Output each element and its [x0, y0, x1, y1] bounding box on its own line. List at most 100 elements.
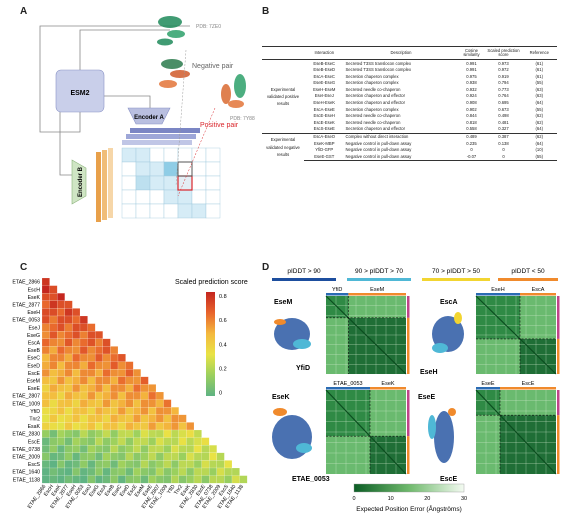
col-interaction: Interaction — [304, 45, 345, 61]
heatmap-cell — [155, 445, 164, 453]
plddt-label-3: 70 > pIDDT > 50 — [432, 268, 480, 275]
heatmap-cell — [95, 361, 103, 370]
heatmap-cell — [125, 429, 134, 438]
heatmap-cell — [110, 445, 119, 453]
heatmap-cell — [64, 323, 73, 332]
heatmap-cell — [125, 445, 134, 453]
heatmap-cell — [95, 346, 103, 355]
br-pae-header-a: EseE — [481, 381, 494, 387]
heatmap-cell — [95, 452, 103, 461]
heatmap-cell — [140, 399, 149, 408]
heatmap-cell — [49, 422, 58, 431]
heatmap-cell — [110, 452, 119, 461]
heatmap-cell — [178, 429, 187, 438]
heatmap-cell — [95, 376, 103, 385]
heatmap-cell — [57, 293, 65, 301]
score-colorbar — [206, 292, 215, 396]
heatmap-cell — [110, 376, 119, 385]
heatmap-cell — [87, 422, 96, 431]
heatmap-cell — [117, 460, 126, 469]
col-cosine: Cosine similarity — [457, 45, 486, 61]
panel-c-letter: C — [20, 262, 28, 273]
similarity-matrix — [121, 147, 221, 219]
score-colorbar-tick: 0.4 — [219, 342, 227, 348]
heatmap-cell — [117, 445, 126, 453]
heatmap-cell — [140, 445, 149, 453]
heatmap-cell — [140, 437, 149, 446]
heatmap-cell — [64, 460, 73, 469]
table-cell: 0.972 — [498, 67, 509, 73]
table-cell: 0.902 — [466, 106, 477, 112]
pdb-top-label: PDB: 7ZE0 — [196, 24, 221, 30]
br-pae-header-b: EscE — [522, 381, 535, 387]
heatmap-cell — [125, 460, 134, 469]
heatmap-cell — [95, 429, 103, 438]
heatmap-cell — [49, 407, 58, 415]
heatmap-cell — [140, 384, 149, 393]
heatmap-cell — [72, 384, 81, 393]
pae-colorbar — [353, 483, 465, 493]
heatmap-cell — [140, 429, 149, 438]
heatmap-cell — [57, 323, 65, 332]
sim-cell — [163, 161, 179, 177]
heatmap-cell — [117, 361, 126, 370]
table-cell: (55) — [535, 106, 543, 112]
heatmap-cell — [72, 414, 81, 423]
heatmap-cell — [148, 452, 157, 461]
heatmap-row-label: EscA — [28, 341, 41, 347]
heatmap-cell — [102, 414, 111, 423]
heatmap-cell — [95, 437, 103, 446]
heatmap-cell — [95, 460, 103, 469]
heatmap-cell — [186, 445, 195, 453]
sim-cell — [191, 189, 207, 205]
heatmap-cell — [171, 429, 179, 438]
panel-d-letter: D — [262, 262, 270, 273]
heatmap-cell — [64, 353, 73, 362]
table-row: EseK-MBP Negative control in pull-down as… — [262, 140, 557, 147]
heatmap-cell — [110, 369, 119, 377]
heatmap-cell — [201, 467, 210, 476]
heatmap-cell — [117, 407, 126, 415]
heatmap-cell — [49, 437, 58, 446]
heatmap-cell — [186, 437, 195, 446]
heatmap-cell — [155, 467, 164, 476]
heatmap-cell — [117, 437, 126, 446]
sim-cell — [177, 161, 193, 177]
table-cell: (63) — [535, 86, 543, 92]
embedding-bars-b — [96, 148, 113, 222]
heatmap-cell — [41, 384, 50, 393]
heatmap-cell — [57, 445, 65, 453]
tr-protein-bottom: EseH — [420, 369, 438, 376]
table-row: EseI-EseJ Secretion chaperon and effector… — [262, 93, 557, 100]
heatmap-cell — [95, 467, 103, 476]
sim-cell — [149, 203, 165, 219]
sim-cell — [163, 189, 179, 205]
heatmap-cell — [95, 414, 103, 423]
heatmap-col-label: EseJ — [82, 484, 94, 497]
heatmap-cell — [186, 429, 195, 438]
heatmap-cell — [186, 460, 195, 469]
sim-cell — [205, 147, 221, 163]
heatmap-cell — [49, 376, 58, 385]
heatmap-cell — [57, 315, 65, 324]
heatmap-cell — [133, 422, 141, 431]
score-colorbar-tick: 0.8 — [219, 294, 227, 300]
heatmap-cell — [171, 467, 179, 476]
heatmap-cell — [41, 452, 50, 461]
heatmap-cell — [155, 475, 164, 484]
heatmap-cell — [163, 475, 172, 484]
heatmap-cell — [49, 361, 58, 370]
heatmap-cell — [41, 285, 50, 294]
heatmap-cell — [102, 445, 111, 453]
heatmap-cell — [178, 445, 187, 453]
heatmap-cell — [79, 338, 88, 347]
heatmap-row-label: EscE — [28, 439, 41, 445]
heatmap-cell — [41, 460, 50, 469]
heatmap-cell — [216, 452, 225, 461]
heatmap-cell — [57, 338, 65, 347]
sim-cell — [163, 203, 179, 219]
heatmap-cell — [239, 475, 248, 484]
heatmap-row-label: EseM — [27, 379, 40, 385]
heatmap-cell — [64, 407, 73, 415]
heatmap-cell — [102, 467, 111, 476]
